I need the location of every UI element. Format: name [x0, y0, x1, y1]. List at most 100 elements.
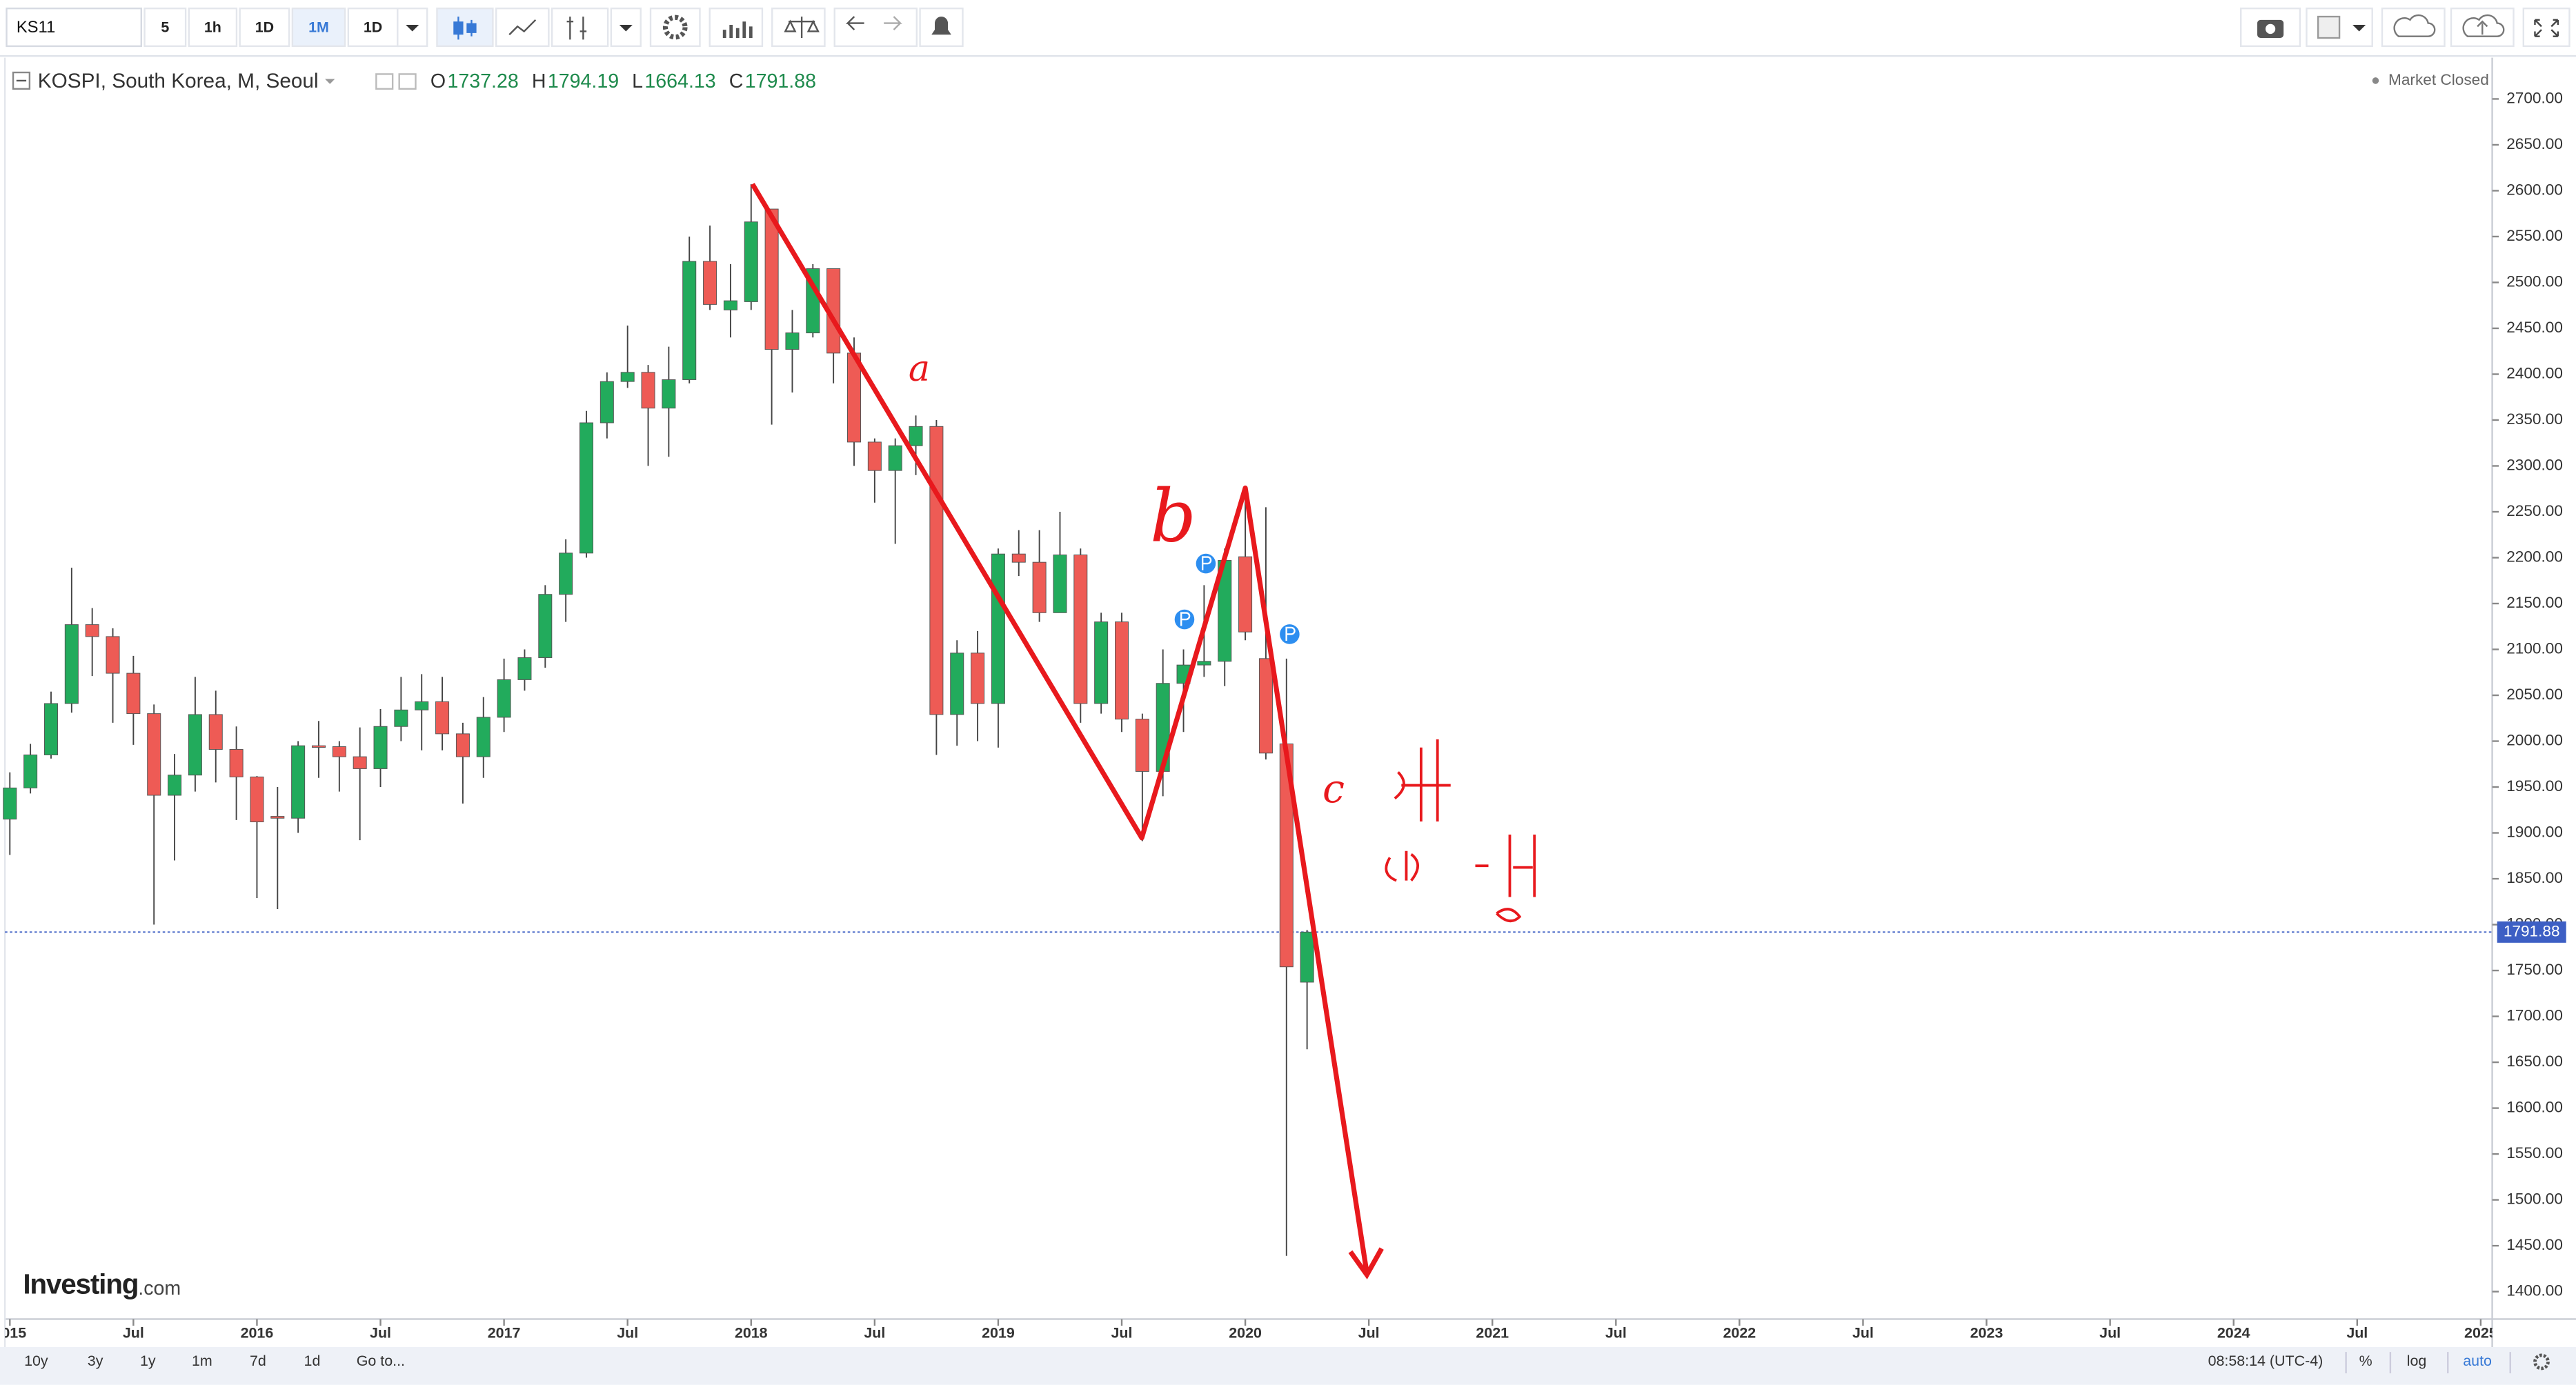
ohlc-key: C [729, 70, 744, 92]
candle-body [785, 332, 800, 350]
logo: Investing [23, 1268, 138, 1300]
p-badges [1174, 553, 1300, 644]
candle-body [394, 709, 408, 727]
indicators-button[interactable] [709, 7, 764, 48]
redo-icon [884, 16, 902, 30]
x-labels: 2015 Jul 2016 Jul 2017 Jul 2018 Jul 2019 Jul 2020 J… [5, 1325, 2492, 1342]
settings-button[interactable] [649, 7, 701, 48]
candle-body [991, 553, 1005, 704]
y-tick-label: 2000.00 [2506, 731, 2563, 748]
x-tick-label: Jul [1111, 1325, 1133, 1342]
candle-body [291, 745, 306, 819]
compare-icon [784, 17, 820, 39]
load-button[interactable] [2381, 7, 2446, 48]
range-button[interactable]: Go to... [357, 1353, 405, 1369]
y-tick-label: 1700.00 [2506, 1007, 2563, 1024]
cloud-icon [2393, 14, 2436, 37]
y-tick-label: 1550.00 [2506, 1144, 2563, 1162]
logo-suffix: .com [138, 1277, 181, 1299]
range-button[interactable]: 7d [250, 1353, 266, 1369]
undo-icon [845, 16, 864, 30]
candle-body [909, 426, 923, 446]
candle-body [929, 426, 944, 715]
candle-body [888, 445, 902, 471]
y-tick-label: 2100.00 [2506, 639, 2563, 657]
x-tick-label: Jul [864, 1325, 885, 1342]
scale-button[interactable]: % [2359, 1353, 2372, 1369]
candle-body [1011, 553, 1026, 563]
y-tick-label: 2350.00 [2506, 410, 2563, 428]
ohlc-value: 1791.88 [745, 70, 816, 92]
interval-button[interactable] [291, 7, 346, 48]
eye-icon[interactable] [375, 73, 394, 90]
ohlc-legend: O 1737.28 H 1794.19 L 1664.13 C 1791.88 [325, 70, 816, 92]
y-tick-label: 1950.00 [2506, 777, 2563, 795]
candle-body [106, 636, 120, 674]
y-tick-label: 2450.00 [2506, 319, 2563, 336]
candle-body [3, 787, 17, 820]
candle-body [764, 208, 779, 350]
camera-icon [2265, 23, 2276, 34]
interval-group: 5 1h 1D 1M 1D [143, 7, 399, 48]
x-tick-label: 2021 [1476, 1325, 1509, 1342]
drawn-wave-line [750, 183, 1369, 1274]
candle-body [1053, 555, 1067, 613]
y-tick-label: 2650.00 [2506, 135, 2563, 152]
fullscreen-button[interactable] [2522, 7, 2570, 48]
candle-body [517, 657, 532, 680]
badge-glyph [1180, 612, 1191, 626]
candle-body [229, 749, 244, 777]
interval-label: 1M [308, 19, 329, 35]
color-icon [2317, 15, 2341, 39]
x-tick-label: 2017 [488, 1325, 521, 1342]
range-button[interactable]: 1m [192, 1353, 212, 1369]
undo-redo[interactable] [833, 7, 918, 48]
range-button[interactable]: 3y [88, 1353, 103, 1369]
scale-button[interactable]: auto [2463, 1353, 2492, 1369]
cloud-icon [2462, 14, 2505, 37]
range-button[interactable]: 1y [140, 1353, 156, 1369]
candle-body [600, 381, 614, 424]
candle-icon [453, 21, 464, 35]
wave-label: a [909, 348, 930, 390]
range-button[interactable]: 10y [24, 1353, 48, 1369]
ohlc-key: L [632, 70, 643, 92]
interval-button[interactable] [347, 7, 399, 48]
y-tick-label: 1650.00 [2506, 1053, 2563, 1070]
draw-button[interactable] [551, 7, 609, 48]
symbol-input[interactable] [6, 7, 142, 48]
toolbar [0, 0, 2576, 57]
candle-body [579, 422, 593, 554]
interval-label: 1h [204, 19, 221, 35]
wave-label: c [1322, 766, 1345, 812]
x-tick-label: 2024 [2217, 1325, 2250, 1342]
interval-button[interactable] [188, 7, 238, 48]
candle-body [188, 714, 202, 776]
settings-icon[interactable] [2533, 1353, 2550, 1371]
x-tick-label: 2023 [1970, 1325, 2003, 1342]
range-button[interactable]: 1d [304, 1353, 321, 1369]
title-caret [325, 79, 335, 84]
settings-icon[interactable] [398, 73, 417, 90]
candles [3, 184, 1314, 1256]
candle-body [1032, 561, 1047, 613]
clock: 08:58:14 (UTC-4) [2208, 1353, 2324, 1369]
candle-button[interactable] [436, 7, 494, 48]
candle-body [208, 714, 223, 750]
y-tick-label: 1900.00 [2506, 824, 2563, 841]
interval-button[interactable] [239, 7, 290, 48]
x-tick-label: Jul [1358, 1325, 1380, 1342]
candle-body [703, 261, 717, 305]
interval-button[interactable] [143, 7, 187, 48]
candle-body [270, 816, 285, 819]
ohlc-key: H [532, 70, 546, 92]
x-tick-label: 2016 [241, 1325, 274, 1342]
badge-glyph [1201, 556, 1212, 570]
scale-button[interactable]: log [2407, 1353, 2427, 1369]
candle-body [950, 652, 964, 715]
line-button[interactable] [495, 7, 550, 48]
y-tick-label: 2050.00 [2506, 686, 2563, 703]
candle-body [126, 672, 141, 715]
fullscreen-icon [2534, 19, 2559, 37]
caret [2352, 24, 2366, 32]
